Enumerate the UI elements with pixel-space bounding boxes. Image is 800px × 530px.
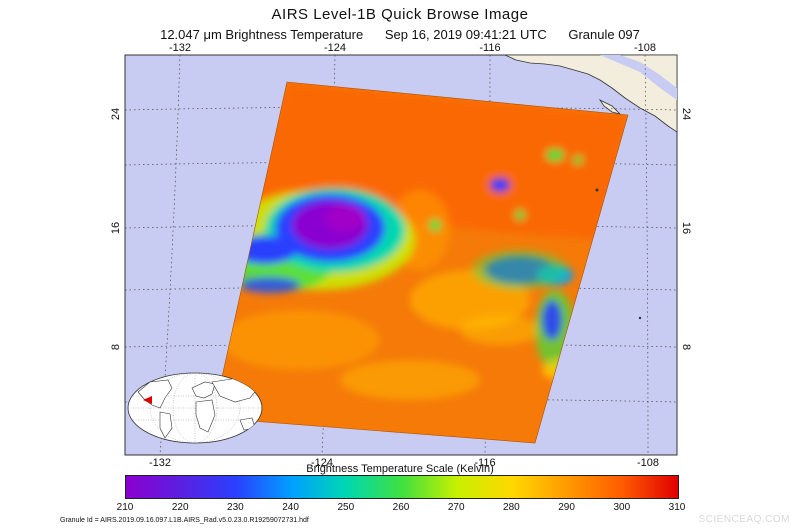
top-lon-label: -124 bbox=[324, 42, 346, 54]
bottom-lon-label: -108 bbox=[637, 457, 659, 469]
right-lat-label: 16 bbox=[680, 222, 692, 234]
top-lon-label: -108 bbox=[634, 42, 656, 54]
land-baja bbox=[504, 55, 677, 133]
colorbar bbox=[125, 475, 679, 499]
colorbar-label: 270 bbox=[447, 502, 465, 513]
colorbar-label: 290 bbox=[558, 502, 575, 513]
granule-label: Granule 097 bbox=[568, 27, 640, 42]
top-lon-label: -116 bbox=[479, 42, 500, 54]
granule-id: Granule Id = AIRS.2019.09.16.097.L1B.AIR… bbox=[60, 517, 309, 524]
colorbar-label: 240 bbox=[282, 502, 299, 513]
colorbar-labels: 210 220 230 240 250 260 270 280 290 300 … bbox=[117, 502, 686, 516]
colorbar-label: 210 bbox=[116, 502, 134, 513]
colorbar-label: 280 bbox=[503, 502, 520, 513]
left-lat-label: 24 bbox=[110, 108, 122, 120]
colorbar-title: Brightness Temperature Scale (Kelvin) bbox=[306, 463, 494, 475]
right-lat-label: 24 bbox=[680, 108, 692, 120]
colorbar-label: 230 bbox=[227, 502, 244, 513]
datetime-label: Sep 16, 2019 09:41:21 UTC bbox=[384, 27, 547, 42]
bottom-lon-label: -124 bbox=[311, 457, 333, 469]
colorbar-label: 300 bbox=[613, 502, 631, 513]
left-lat-label: 8 bbox=[110, 344, 122, 350]
left-lat-label: 16 bbox=[110, 222, 122, 234]
gulf-of-california bbox=[600, 55, 677, 100]
colorbar-label: 260 bbox=[392, 502, 410, 513]
bottom-lon-label: -116 bbox=[474, 457, 495, 469]
island bbox=[638, 316, 642, 320]
image-title: AIRS Level-1B Quick Browse Image bbox=[271, 6, 529, 23]
colorbar-label: 250 bbox=[337, 502, 355, 513]
swath-location-marker bbox=[143, 396, 152, 404]
image-subtitle: 12.047 μm Brightness Temperature Sep 16,… bbox=[0, 27, 800, 42]
top-lon-label: -132 bbox=[169, 42, 191, 54]
right-lat-label: 8 bbox=[680, 344, 692, 350]
bottom-lon-label: -132 bbox=[149, 457, 171, 469]
airs-swath bbox=[212, 81, 629, 444]
island bbox=[595, 188, 599, 192]
watermark: SCIENCEAQ.COM bbox=[698, 514, 790, 525]
product-label: 12.047 μm Brightness Temperature bbox=[160, 27, 364, 42]
colorbar-label: 220 bbox=[171, 502, 189, 513]
inset-globe bbox=[127, 372, 263, 444]
colorbar-label: 310 bbox=[668, 502, 686, 513]
